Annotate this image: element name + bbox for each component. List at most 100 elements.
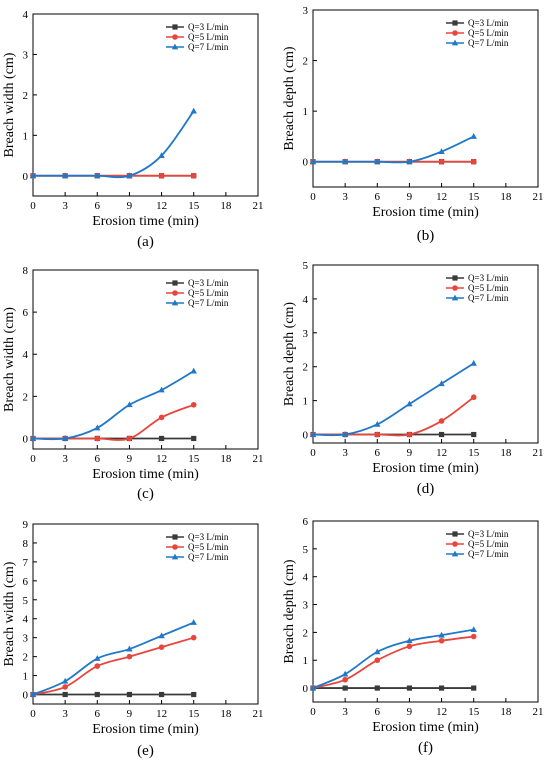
data-point [406,643,413,650]
y-tick-label: 2 [23,90,29,102]
legend-label: Q=7 L/min [468,293,509,303]
x-tick-label: 3 [342,191,348,203]
data-point [342,676,348,683]
legend-marker [452,275,458,281]
x-tick-label: 21 [533,447,544,459]
legend-marker [172,24,178,30]
data-point [341,158,349,165]
x-tick-label: 15 [188,708,200,720]
series-3 [309,626,477,691]
data-point [438,637,445,644]
panel-caption: (b) [417,228,435,244]
data-point [470,626,477,632]
y-tick-label: 0 [23,171,29,183]
data-point [374,420,381,427]
data-point [126,691,133,698]
series-3 [309,133,477,165]
data-point [126,172,133,179]
x-tick-label: 6 [375,706,381,718]
data-point [158,414,165,421]
x-tick-label: 9 [127,708,133,720]
x-tick-label: 9 [407,706,413,718]
y-tick-label: 2 [303,362,309,374]
x-tick-label: 0 [310,706,316,718]
x-tick-label: 21 [533,191,544,203]
data-point [406,685,413,691]
data-point [158,172,165,179]
chart-panel-3: 0 3 6 9 12 15 18 21 0 2 4 6 8 Erosion time (min) Breac… [2,265,264,502]
y-tick-label: 8 [23,265,29,277]
data-point [190,634,197,641]
series-1 [310,685,477,691]
data-point [406,431,413,438]
series-line [312,362,475,437]
data-point [62,691,68,698]
x-tick-label: 18 [500,447,512,459]
data-point [190,619,197,625]
y-axis-label: Breach width (cm) [2,561,17,666]
legend-marker [171,553,179,560]
x-tick-label: 21 [253,453,264,465]
y-tick-label: 2 [303,56,309,68]
x-tick-label: 9 [127,453,133,465]
data-point [190,172,197,179]
x-tick-label: 18 [220,708,232,720]
x-tick-label: 9 [407,191,413,203]
x-tick-label: 6 [375,447,381,459]
data-point [158,644,165,650]
plot-frame [312,264,539,444]
data-point [470,133,477,139]
series-line [312,628,474,689]
plot-frame [32,269,259,450]
data-point [470,633,477,640]
data-point [158,435,165,442]
series-3 [309,359,477,437]
data-point [341,431,349,437]
legend-marker [452,541,458,547]
legend-label: Q=5 L/min [468,28,509,38]
data-point [94,691,100,698]
y-tick-label: 6 [23,576,29,588]
data-point [374,158,381,165]
legend-label: Q=3 L/min [188,532,229,542]
x-axis-label: Erosion time (min) [92,722,199,737]
x-tick-label: 3 [62,708,68,720]
x-tick-label: 12 [436,191,447,203]
y-tick-label: 6 [303,516,309,528]
data-point [342,685,348,691]
legend-marker [451,550,459,557]
plot-frame [312,520,539,703]
y-tick-label: 0 [23,433,29,445]
legend-marker [451,39,459,46]
data-point [158,632,165,639]
plot-frame [32,13,259,197]
legend-label: Q=5 L/min [188,288,229,298]
legend-label: Q=7 L/min [188,552,229,562]
panel-caption: (f) [418,740,433,756]
data-point [191,435,197,442]
data-point [374,431,381,438]
series-2 [310,633,477,691]
legend-label: Q=3 L/min [188,278,229,288]
x-tick-label: 12 [436,706,447,718]
series-3 [29,619,197,697]
plot-frame [312,9,539,188]
x-tick-label: 15 [468,191,480,203]
series-line [32,403,195,441]
x-tick-label: 6 [95,708,101,720]
data-point [94,424,101,431]
series-line [312,635,474,689]
series-line [313,396,475,437]
series-2 [30,401,197,442]
data-point [190,367,197,374]
y-tick-label: 5 [303,544,309,556]
data-point [438,631,445,638]
series-line [32,636,194,696]
